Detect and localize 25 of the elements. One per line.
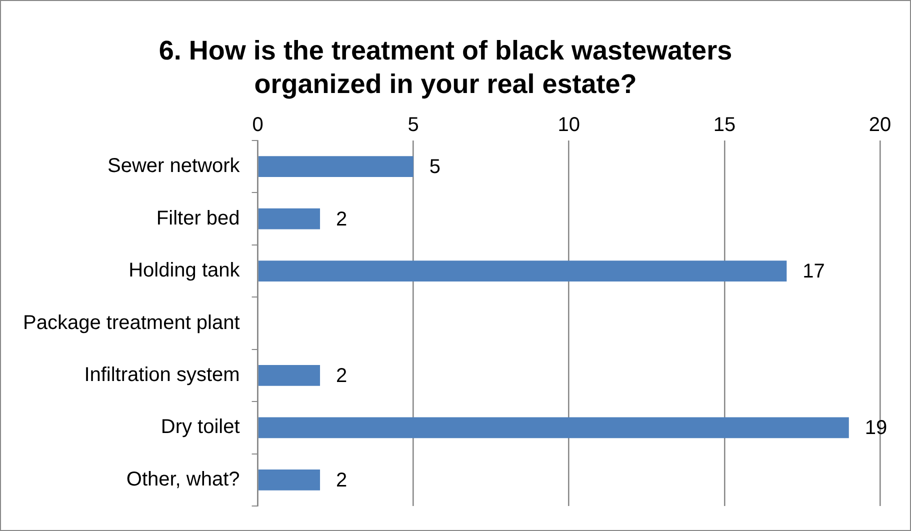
y-tick-label: Filter bed [156, 207, 240, 230]
y-tick-label: Dry toilet [160, 416, 240, 438]
bar [258, 156, 414, 178]
chart-title: 6. How is the treatment of black wastewaters organized in your real estate? [158, 35, 732, 100]
y-tick-label: Other, what? [126, 468, 240, 490]
x-tick-label: 20 [868, 114, 892, 136]
x-tick-label: 0 [252, 114, 264, 136]
y-tick-label: Sewer network [108, 155, 241, 178]
bar [258, 417, 849, 438]
bar [258, 260, 787, 282]
data-label: 2 [336, 364, 348, 387]
data-label: 2 [336, 469, 348, 492]
data-label: 2 [336, 208, 348, 230]
data-label: 17 [802, 260, 825, 283]
bar [258, 469, 320, 490]
x-tick-label: 10 [558, 114, 580, 136]
bar [258, 365, 320, 386]
y-tick-label: Infiltration system [84, 364, 240, 386]
data-label: 5 [429, 156, 440, 178]
y-tick-label: Holding tank [128, 260, 241, 282]
x-tick-label: 5 [408, 114, 419, 136]
data-label: 19 [864, 417, 888, 440]
bar [258, 208, 320, 230]
y-tick-label: Package treatment plant [23, 312, 240, 334]
x-tick-label: 15 [713, 114, 736, 136]
